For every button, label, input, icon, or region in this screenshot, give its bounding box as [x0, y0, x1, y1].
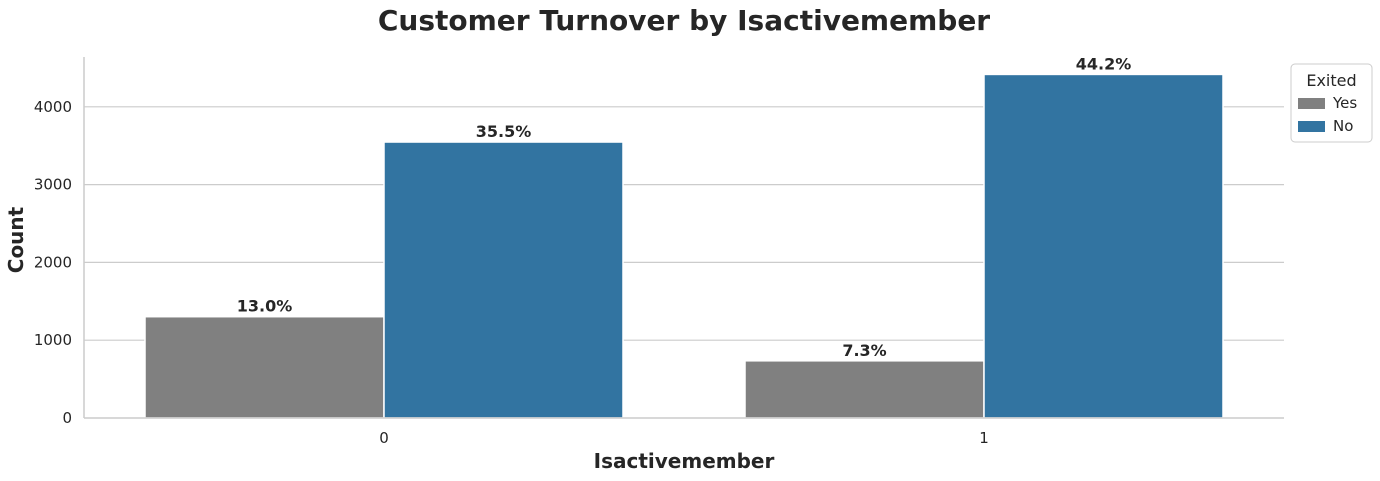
bar-yes-1: [744, 360, 985, 419]
x-tick-label: 1: [979, 429, 989, 447]
bar-data-label: 7.3%: [842, 341, 886, 360]
bar-data-label: 13.0%: [237, 297, 293, 316]
axes: 0 1000 2000 3000 4000 0 1: [34, 57, 1284, 447]
y-tick-label: 2000: [34, 253, 72, 271]
legend-label-no: No: [1333, 117, 1353, 135]
y-tick-label: 0: [62, 409, 72, 427]
legend-title: Exited: [1306, 71, 1356, 90]
bars: [144, 73, 1224, 419]
y-axis-label: Count: [4, 206, 28, 273]
y-tick-label: 4000: [34, 98, 72, 116]
y-tick-label: 1000: [34, 331, 72, 349]
bar-yes-0: [144, 315, 385, 419]
legend-label-yes: Yes: [1332, 94, 1357, 112]
legend-swatch-no: [1298, 121, 1325, 132]
chart-title: Customer Turnover by Isactivemember: [378, 4, 990, 37]
bar-data-label: 35.5%: [476, 122, 532, 141]
x-tick-label: 0: [379, 429, 389, 447]
bar-no-1: [983, 73, 1224, 419]
x-axis-label: Isactivemember: [594, 449, 775, 473]
bar-data-label: 44.2%: [1076, 54, 1132, 73]
bar-labels: 13.0% 35.5% 7.3% 44.2%: [237, 54, 1132, 359]
legend-swatch-yes: [1298, 98, 1325, 109]
legend: Exited Yes No: [1290, 63, 1373, 143]
bar-no-0: [383, 141, 624, 419]
y-tick-label: 3000: [34, 176, 72, 194]
